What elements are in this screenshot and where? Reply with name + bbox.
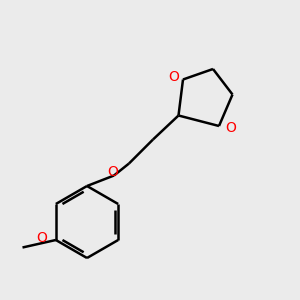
- Text: O: O: [107, 165, 118, 179]
- Text: O: O: [36, 232, 47, 245]
- Text: O: O: [225, 122, 236, 135]
- Text: O: O: [168, 70, 179, 84]
